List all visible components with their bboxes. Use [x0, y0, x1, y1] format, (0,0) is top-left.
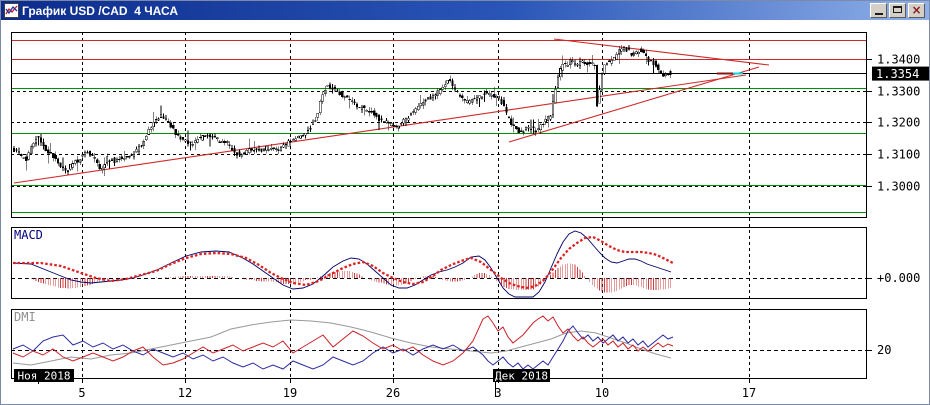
price-tick-label: 1.3100	[877, 148, 920, 162]
macd-zero-label: +0.000	[877, 271, 920, 285]
date-tick-label: 26	[386, 386, 400, 400]
dmi-minus-di-line	[12, 325, 674, 370]
window-controls: ×	[870, 3, 926, 18]
date-tick-label: 3	[494, 386, 501, 400]
maximize-icon	[893, 6, 902, 13]
minimize-button[interactable]	[870, 3, 887, 18]
close-button[interactable]: ×	[908, 3, 925, 18]
current-price-box	[872, 66, 929, 81]
price-tick-label: 1.3000	[877, 180, 920, 194]
month-label-box	[493, 369, 550, 382]
month-label: Дек 2018	[495, 370, 548, 383]
window-title: График USD /CAD 4 ЧАСА	[22, 3, 179, 18]
app-icon	[4, 3, 19, 18]
trendlines	[13, 38, 770, 184]
month-label: Ноя 2018	[18, 370, 71, 383]
dmi-plus-di-line	[12, 315, 674, 366]
date-tick-label: 5	[78, 386, 85, 400]
month-label-box	[14, 369, 74, 382]
dmi-panel-label: DMI	[14, 310, 36, 324]
dmi-adx-line	[12, 319, 672, 366]
date-tick-label: 17	[742, 386, 756, 400]
price-axis: 1.3400 1.3300 1.3200 1.3100 1.3000	[866, 53, 920, 194]
date-axis: Ноя 2018 Дек 2018 5 12 19 26 3 10 17	[14, 369, 756, 400]
macd-panel-label: MACD	[14, 228, 43, 242]
date-tick-label: 10	[595, 386, 609, 400]
title-bar[interactable]: График USD /CAD 4 ЧАСА ×	[1, 1, 929, 20]
price-tick-label: 1.3200	[877, 116, 920, 130]
minimize-icon	[874, 13, 883, 15]
candles	[12, 44, 672, 176]
current-price-label: 1.3354	[876, 67, 919, 81]
maximize-button[interactable]	[889, 3, 906, 18]
dmi-level-label: 20	[877, 343, 891, 357]
price-tick-label: 1.3300	[877, 85, 920, 99]
date-tick-label: 12	[178, 386, 192, 400]
date-tick-label: 19	[283, 386, 297, 400]
price-tick-label: 1.3400	[877, 53, 920, 67]
close-icon: ×	[911, 3, 922, 17]
macd-signal-line	[13, 235, 674, 290]
